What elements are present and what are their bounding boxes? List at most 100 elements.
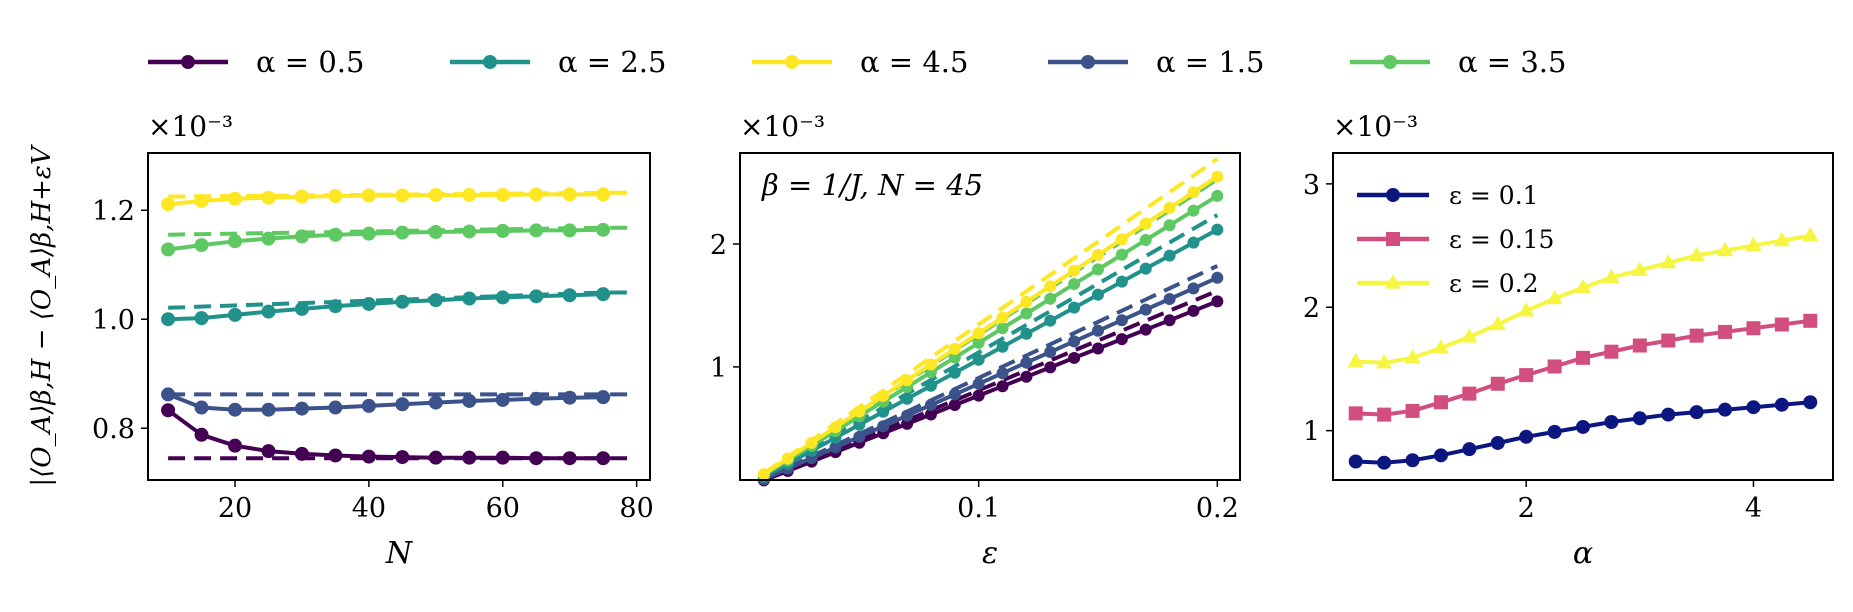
point-0-7 [1547,424,1562,439]
point-a25-6 [361,296,376,311]
point-a05-19 [1211,295,1224,308]
point-0-14 [1746,400,1761,415]
point-0-9 [1604,415,1619,430]
point-a15-12 [1044,346,1057,359]
point-a45-3 [829,421,842,434]
point-1-16 [1803,313,1818,328]
y-multiplier-label: ×10⁻³ [1333,110,1418,143]
point-a45-1 [194,193,209,208]
point-a15-8 [948,388,961,401]
point-a05-7 [395,450,410,465]
point-a35-13 [596,222,611,237]
point-a05-13 [1068,351,1081,364]
point-2-6 [1518,302,1535,317]
point-a35-0 [161,242,176,257]
point-a35-8 [948,351,961,364]
point-0-15 [1774,397,1789,412]
point-a05-5 [328,448,343,463]
point-a15-6 [901,409,914,422]
inner-legend-label-2: ε = 0.2 [1449,269,1539,298]
point-2-0 [1347,352,1364,368]
point-a05-12 [1044,361,1057,374]
point-1-12 [1689,328,1704,343]
inner-legend-marker-2 [1384,274,1402,289]
x-tick-label: 0.2 [1196,493,1239,524]
legend-marker-3 [1081,55,1095,69]
point-1-1 [1377,407,1392,422]
point-0-6 [1519,429,1534,444]
point-a05-7 [924,408,937,421]
point-a45-6 [901,374,914,387]
point-a15-12 [562,390,577,405]
inner-legend-label-1: ε = 0.15 [1449,225,1554,254]
point-a45-13 [596,187,611,202]
legend-marker-0 [181,55,195,69]
point-a35-11 [529,223,544,238]
point-0-3 [1433,448,1448,463]
point-a35-2 [228,234,243,249]
point-a45-0 [161,197,176,212]
point-a15-7 [395,397,410,412]
legend-label-0: α = 0.5 [256,45,364,79]
point-a45-12 [562,187,577,202]
axes-frame [1332,152,1834,481]
point-1-14 [1746,321,1761,336]
point-a05-11 [529,451,544,466]
point-a15-14 [1091,324,1104,337]
point-a45-15 [1115,233,1128,246]
point-a35-5 [328,227,343,242]
y-tick-label: 2 [710,230,727,261]
point-a05-18 [1187,304,1200,317]
panel-alpha-dependence: 2 4 1 2 3 α ×10⁻³ ε = 0.1 ε = 0.15 ε = 0.2 [1303,110,1834,571]
point-1-6 [1519,368,1534,383]
parameter-annotation: β = 1/J, N = 45 [761,168,983,202]
point-0-13 [1718,402,1733,417]
point-a25-11 [529,289,544,304]
inner-legend-label-0: ε = 0.1 [1449,181,1539,210]
point-a25-3 [261,304,276,319]
point-1-3 [1433,395,1448,410]
x-tick-label: 20 [218,493,252,524]
point-2-3 [1432,339,1450,354]
point-a25-14 [1091,288,1104,301]
legend-marker-4 [1383,55,1397,69]
point-a25-4 [853,418,866,431]
point-a25-0 [161,312,176,327]
point-a15-7 [924,399,937,412]
point-a05-14 [1091,342,1104,355]
y-tick-label: 3 [1303,170,1320,201]
point-a25-5 [877,405,890,418]
point-a15-17 [1163,293,1176,306]
point-0-11 [1661,407,1676,422]
point-a25-9 [972,353,985,366]
point-a05-11 [1020,370,1033,383]
point-a35-3 [261,231,276,246]
point-a25-18 [1187,236,1200,249]
point-a15-5 [877,420,890,433]
point-a45-2 [228,191,243,206]
point-0-12 [1689,405,1704,420]
point-2-10 [1631,261,1648,276]
series-line-1 [1355,318,1811,417]
point-a15-4 [853,430,866,443]
point-a05-8 [948,399,961,412]
point-1-0 [1348,406,1363,421]
point-a45-8 [428,187,443,202]
legend-label-4: α = 3.5 [1458,45,1566,79]
asymptote-line-a25 [168,290,634,310]
point-2-11 [1660,254,1677,269]
inner-legend-marker-1 [1386,232,1400,246]
asymptote-line-a35 [168,225,634,237]
point-0-2 [1405,453,1420,468]
point-a35-13 [1068,278,1081,291]
y-tick-label: 1.2 [92,196,135,227]
point-2-12 [1688,246,1705,262]
point-a45-1 [781,452,794,465]
point-a15-19 [1211,271,1224,284]
point-2-16 [1802,226,1819,242]
y-tick-label: 0.8 [92,414,135,445]
point-0-10 [1632,411,1647,426]
point-a45-5 [328,189,343,204]
point-a05-12 [562,451,577,466]
